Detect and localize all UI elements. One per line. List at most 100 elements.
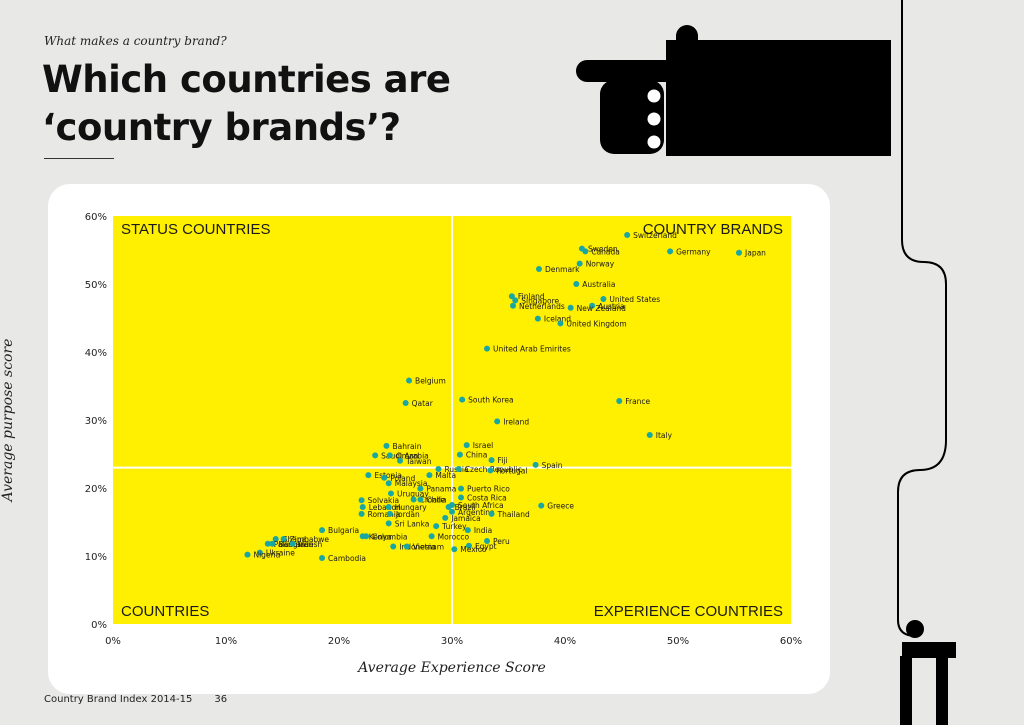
- point-marker: [538, 502, 545, 509]
- point-marker: [465, 542, 472, 549]
- point-label: Ireland: [503, 417, 529, 426]
- y-tick-label: 0%: [91, 620, 107, 631]
- data-point: Uruguay: [387, 489, 429, 498]
- data-point: India: [464, 526, 492, 535]
- point-label: Australia: [582, 280, 615, 289]
- data-point: Sri Lanka: [385, 519, 430, 528]
- data-point: Fiji: [488, 456, 508, 465]
- point-marker: [464, 527, 471, 534]
- point-label: Turkey: [441, 522, 467, 531]
- point-marker: [365, 472, 372, 479]
- point-marker: [385, 520, 392, 527]
- point-label: Canada: [591, 247, 620, 256]
- point-label: Sweden: [588, 245, 618, 254]
- data-point: Peru: [484, 537, 510, 546]
- point-label: Chile: [426, 496, 445, 505]
- data-point: Ghana: [272, 535, 306, 544]
- point-label: Uruguay: [397, 489, 429, 498]
- point-label: Iceland: [544, 315, 571, 324]
- point-label: Panama: [426, 485, 456, 494]
- point-marker: [319, 555, 326, 562]
- data-point: Taiwan: [397, 457, 432, 466]
- point-marker: [410, 496, 417, 503]
- y-tick-label: 30%: [85, 416, 107, 427]
- point-label: Solvakia: [368, 496, 400, 505]
- point-marker: [386, 510, 393, 517]
- point-label: Poland: [390, 474, 415, 483]
- point-marker: [532, 461, 539, 468]
- data-point: Estonia: [365, 471, 402, 480]
- point-label: Bahrain: [392, 442, 421, 451]
- data-point: Poland: [381, 474, 415, 483]
- x-tick-label: 10%: [215, 636, 237, 647]
- data-point: Iceland: [534, 315, 571, 324]
- point-label: South Africa: [458, 501, 504, 510]
- point-label: Spain: [542, 461, 563, 470]
- point-marker: [463, 442, 470, 449]
- point-marker: [390, 543, 397, 550]
- point-marker: [484, 538, 491, 545]
- data-point: Mexico: [451, 545, 487, 554]
- data-point: Pakistan: [264, 540, 306, 549]
- data-point: Belgium: [406, 377, 446, 386]
- point-label: Denmark: [545, 265, 580, 274]
- point-marker: [402, 400, 409, 406]
- point-label: Peru: [493, 537, 510, 546]
- point-marker: [510, 302, 517, 309]
- point-marker: [417, 485, 424, 492]
- point-marker: [576, 260, 583, 267]
- point-marker: [428, 533, 435, 540]
- data-point: Netherlands: [510, 302, 565, 311]
- data-point: Columbia: [363, 532, 408, 541]
- data-point: Argentina: [449, 508, 495, 517]
- point-marker: [358, 497, 365, 504]
- point-marker: [372, 452, 379, 459]
- point-marker: [458, 485, 465, 492]
- point-marker: [435, 465, 442, 472]
- x-tick-label: 20%: [328, 636, 350, 647]
- point-marker: [488, 510, 495, 517]
- point-marker: [433, 523, 440, 530]
- point-marker: [616, 397, 623, 404]
- point-label: Austria: [598, 302, 625, 311]
- data-point: Australia: [573, 280, 615, 289]
- data-point: Denmark: [536, 265, 580, 274]
- point-label: Indonesia: [399, 542, 435, 551]
- point-marker: [406, 377, 413, 384]
- point-marker: [417, 496, 424, 503]
- data-point: Ireland: [494, 417, 529, 426]
- y-tick-label: 40%: [85, 348, 107, 359]
- point-label: South Korea: [468, 396, 513, 405]
- point-label: Singapore: [521, 296, 559, 305]
- x-tick-label: 0%: [105, 636, 121, 647]
- footer: Country Brand Index 2014-15 36: [44, 694, 227, 705]
- point-marker: [488, 457, 495, 464]
- y-tick-label: 20%: [85, 484, 107, 495]
- point-marker: [244, 551, 251, 558]
- point-label: Qatar: [412, 399, 434, 408]
- point-label: India: [474, 526, 492, 535]
- point-marker: [589, 302, 596, 309]
- point-label: Oman: [396, 451, 419, 460]
- point-label: Germany: [676, 247, 711, 256]
- point-marker: [449, 502, 455, 508]
- data-point: Nigeria: [244, 551, 280, 560]
- data-point: Bangladesh: [269, 540, 323, 549]
- data-point: United Kingdom: [557, 319, 627, 328]
- point-label: Hungary: [395, 503, 428, 512]
- point-marker: [385, 480, 392, 487]
- point-marker: [289, 540, 296, 547]
- point-marker: [567, 304, 574, 311]
- point-label: Sri Lanka: [395, 519, 430, 528]
- point-marker: [624, 232, 631, 239]
- data-point: United States: [600, 295, 660, 304]
- point-label: Netherlands: [519, 302, 565, 311]
- point-label: Bulgaria: [328, 526, 359, 535]
- point-marker: [456, 451, 463, 458]
- point-label: Kenya: [369, 532, 392, 541]
- point-label: Malaysia: [395, 479, 428, 488]
- point-label: Pakistan: [274, 540, 306, 549]
- y-tick-label: 60%: [85, 212, 107, 223]
- point-label: Jamaica: [450, 514, 481, 523]
- data-point: Austria: [589, 302, 625, 311]
